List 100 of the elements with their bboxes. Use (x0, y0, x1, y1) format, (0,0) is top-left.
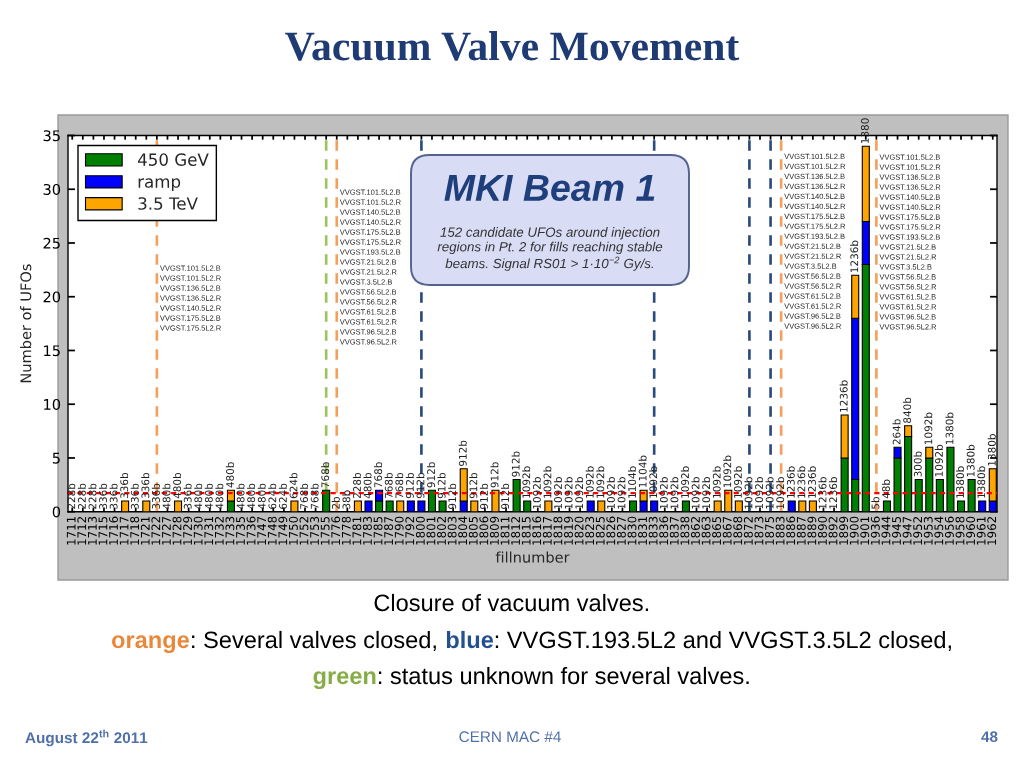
annotation: 912b (437, 472, 446, 499)
bar (597, 500, 606, 512)
annotation: 336b (120, 472, 129, 499)
annotation: 480b (173, 472, 182, 499)
annotation: 1380b (955, 466, 965, 498)
annotation: 480b (257, 483, 266, 510)
x-tick-label: 1781 (352, 516, 362, 545)
bar (385, 500, 394, 512)
annotation: 336b (151, 483, 160, 509)
annotation: 1092b (765, 477, 774, 509)
annotation: 1092b (691, 477, 700, 509)
x-tick-label: 1836 (659, 516, 669, 545)
legend-label: ramp (138, 178, 181, 192)
x-tick-label: 1823 (585, 516, 595, 545)
bar (787, 500, 796, 512)
x-tick-label: 1712 (77, 517, 87, 545)
x-tick-label: 1816 (532, 516, 542, 545)
x-tick-label: 1812 (511, 517, 521, 545)
y-tick-label: 20 (43, 291, 61, 303)
text: CERN MAC #4 (459, 731, 561, 743)
annotation: 1236b (807, 466, 816, 498)
legend-label: 450 GeV (137, 153, 209, 166)
x-tick-label: 1817 (542, 516, 552, 545)
annotation: 1092b (733, 466, 742, 498)
x-tick-label: 1831 (638, 516, 648, 545)
bar (417, 500, 426, 512)
x-tick-label: 1732 (214, 517, 224, 545)
annotation: 1092b (522, 466, 531, 498)
x-tick-label: 1872 (743, 517, 753, 545)
x-tick-label: 1727 (161, 516, 171, 545)
annotation: 1380 (860, 118, 869, 144)
bar (935, 478, 944, 512)
annotation: 912b (479, 483, 488, 509)
annotation: 336b (98, 483, 107, 509)
bar (438, 500, 447, 512)
annotation: 1092b (564, 477, 573, 509)
x-tick-label: 1900 (849, 516, 859, 545)
annotation: 1236b (818, 477, 827, 509)
x-tick-label: 1956 (944, 516, 954, 545)
text: 48 (981, 731, 998, 743)
bar (713, 500, 722, 512)
annotation: 480b (162, 483, 171, 510)
annotation: 1092b (543, 466, 552, 498)
bar (734, 500, 743, 512)
text: : Several valves closed, (192, 630, 436, 652)
annotation: 1092b (723, 455, 732, 487)
bar (914, 478, 923, 512)
x-tick-label: 1728 (172, 516, 182, 545)
x-tick-label: 1733 (225, 516, 235, 545)
x-tick-label: 1735 (236, 516, 245, 545)
annotation: 768b (310, 483, 319, 509)
y-tick-label: 35 (43, 130, 60, 142)
annotation: 768b (299, 483, 309, 509)
bar (427, 489, 437, 512)
x-tick-label: 1790 (394, 516, 404, 545)
x-tick-label: 1753 (310, 516, 320, 545)
x-tick-label: 1755 (320, 516, 330, 545)
annotation: 480b (247, 483, 256, 510)
bar (650, 500, 659, 512)
bar (353, 500, 362, 512)
x-tick-label: 1862 (691, 517, 700, 545)
annotation: 336b (183, 483, 192, 509)
annotation: 1092b (585, 466, 594, 498)
annotation: 624b (268, 483, 277, 509)
bar (491, 489, 500, 512)
annotation: 1092b (670, 477, 679, 509)
x-tick-label: 1875 (765, 516, 774, 545)
annotation: 1092b (702, 477, 711, 509)
x-tick-label: 1825 (595, 516, 605, 545)
x-tick-label: 1792 (405, 517, 415, 545)
x-tick-label: 1783 (362, 516, 372, 545)
annotation: 840b (903, 397, 912, 423)
annotation: 1092b (924, 412, 933, 444)
text: : status unknown for several valves. (378, 666, 749, 685)
x-tick-label: 1721 (140, 516, 150, 545)
y-tick-label: 5 (52, 452, 60, 464)
annotation: 152 candidate UFOs around injection regions in Pt. 2 for fills reaching stable beams. Signal RS01 > 1·10$^{−2}$ Gy/s. (437, 227, 663, 271)
annotation: 480b (194, 483, 203, 510)
x-tick-label: 1715 (98, 516, 108, 545)
x-tick-label: 1867 (722, 516, 732, 545)
x-tick-label: 1892 (828, 517, 838, 545)
annotation: 336b (130, 483, 139, 509)
annotation: 228b (77, 483, 86, 509)
bar (681, 500, 690, 512)
x-tick-label: 1819 (564, 516, 573, 545)
x-tick-label: 1945 (892, 516, 901, 545)
x-tick-label: 1820 (574, 516, 584, 545)
legend-label: 3.5 TeV (138, 197, 198, 210)
bar (364, 500, 373, 512)
y-tick-label: 30 (43, 183, 61, 195)
x-tick-label: 1811 (500, 516, 510, 545)
text: orange (111, 635, 189, 653)
bar (290, 500, 299, 512)
annotation: 1236b (786, 466, 795, 498)
annotation: 1380b (987, 434, 996, 466)
bar (967, 478, 976, 512)
y-axis-title: Number of UFOs (20, 264, 32, 383)
y-tick-label: 10 (44, 398, 61, 410)
bar (628, 500, 638, 512)
annotation: 228b (88, 483, 97, 509)
